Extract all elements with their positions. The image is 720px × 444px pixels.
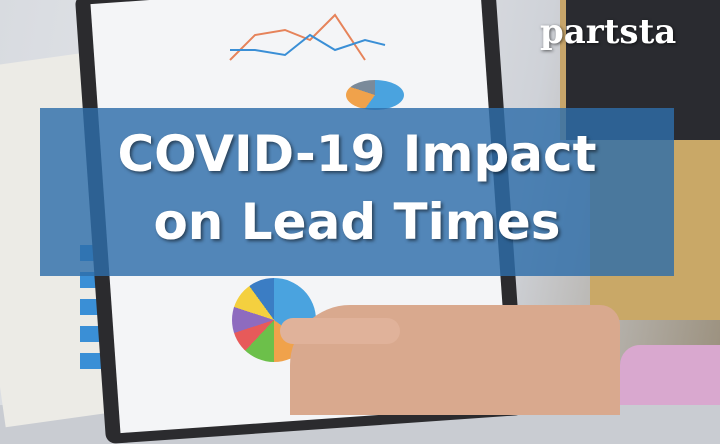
headline-banner <box>40 108 674 276</box>
headline-line-2: on Lead Times <box>153 193 561 251</box>
headline-line-1: COVID-19 Impact <box>117 125 597 183</box>
sleeve <box>620 345 720 405</box>
pointing-finger <box>280 318 400 344</box>
headline: COVID-19 Impact on Lead Times <box>40 120 674 256</box>
small-pie-chart-graphic <box>346 80 404 110</box>
line-chart-graphic <box>229 13 386 61</box>
brand-logo: partsta <box>540 12 677 52</box>
